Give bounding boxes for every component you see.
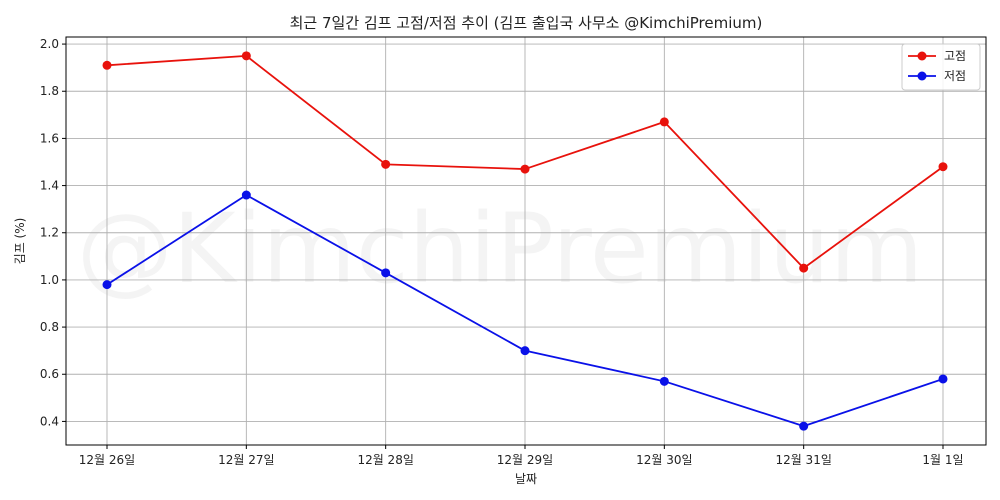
y-tick-label: 0.8	[40, 320, 59, 334]
x-tick-label: 12월 26일	[79, 453, 135, 467]
legend: 고점 저점	[901, 43, 981, 91]
x-tick-label: 12월 27일	[218, 453, 274, 467]
legend-marker-low	[917, 71, 927, 81]
y-tick-label: 1.2	[40, 226, 59, 240]
legend-label-high: 고점	[944, 49, 966, 63]
x-tick-label: 12월 29일	[497, 453, 553, 467]
data-point-low	[659, 376, 669, 386]
x-tick-label: 1월 1일	[922, 453, 963, 467]
grid	[66, 37, 986, 445]
y-tick-label: 1.4	[40, 179, 59, 193]
data-point-low	[102, 280, 112, 290]
data-point-high	[381, 159, 391, 169]
y-axis-label: 김프 (%)	[13, 218, 27, 265]
legend-marker-high	[917, 51, 927, 61]
plot-frame	[65, 36, 987, 446]
y-tick-label: 2.0	[40, 37, 59, 51]
x-tick-label: 12월 28일	[357, 453, 413, 467]
x-tick-label: 12월 31일	[775, 453, 831, 467]
legend-label-low: 저점	[944, 69, 966, 83]
data-point-high	[102, 60, 112, 70]
data-point-low	[938, 374, 948, 384]
data-point-high	[938, 162, 948, 172]
y-tick-label: 0.6	[40, 367, 59, 381]
data-point-high	[520, 164, 530, 174]
chart-title: 최근 7일간 김프 고점/저점 추이 (김프 출입국 사무소 @KimchiPr…	[290, 14, 763, 32]
y-tick-label: 1.6	[40, 131, 59, 145]
data-point-high	[799, 263, 809, 273]
y-tick-label: 0.4	[40, 414, 59, 428]
x-tick-label: 12월 30일	[636, 453, 692, 467]
series-layer	[102, 51, 948, 431]
data-point-low	[381, 268, 391, 278]
y-tick-label: 1.8	[40, 84, 59, 98]
data-point-low	[799, 421, 809, 431]
data-point-low	[241, 190, 251, 200]
watermark: @KimchiPremium	[77, 193, 924, 305]
ticks: 12월 26일 12월 27일 12월 28일 12월 29일 12월 30일 12월 3…	[40, 37, 964, 467]
data-point-high	[241, 51, 251, 61]
legend-box	[901, 43, 981, 91]
x-axis-label: 날짜	[515, 472, 537, 486]
data-point-high	[659, 117, 669, 127]
data-point-low	[520, 346, 530, 356]
y-tick-label: 1.0	[40, 273, 59, 287]
